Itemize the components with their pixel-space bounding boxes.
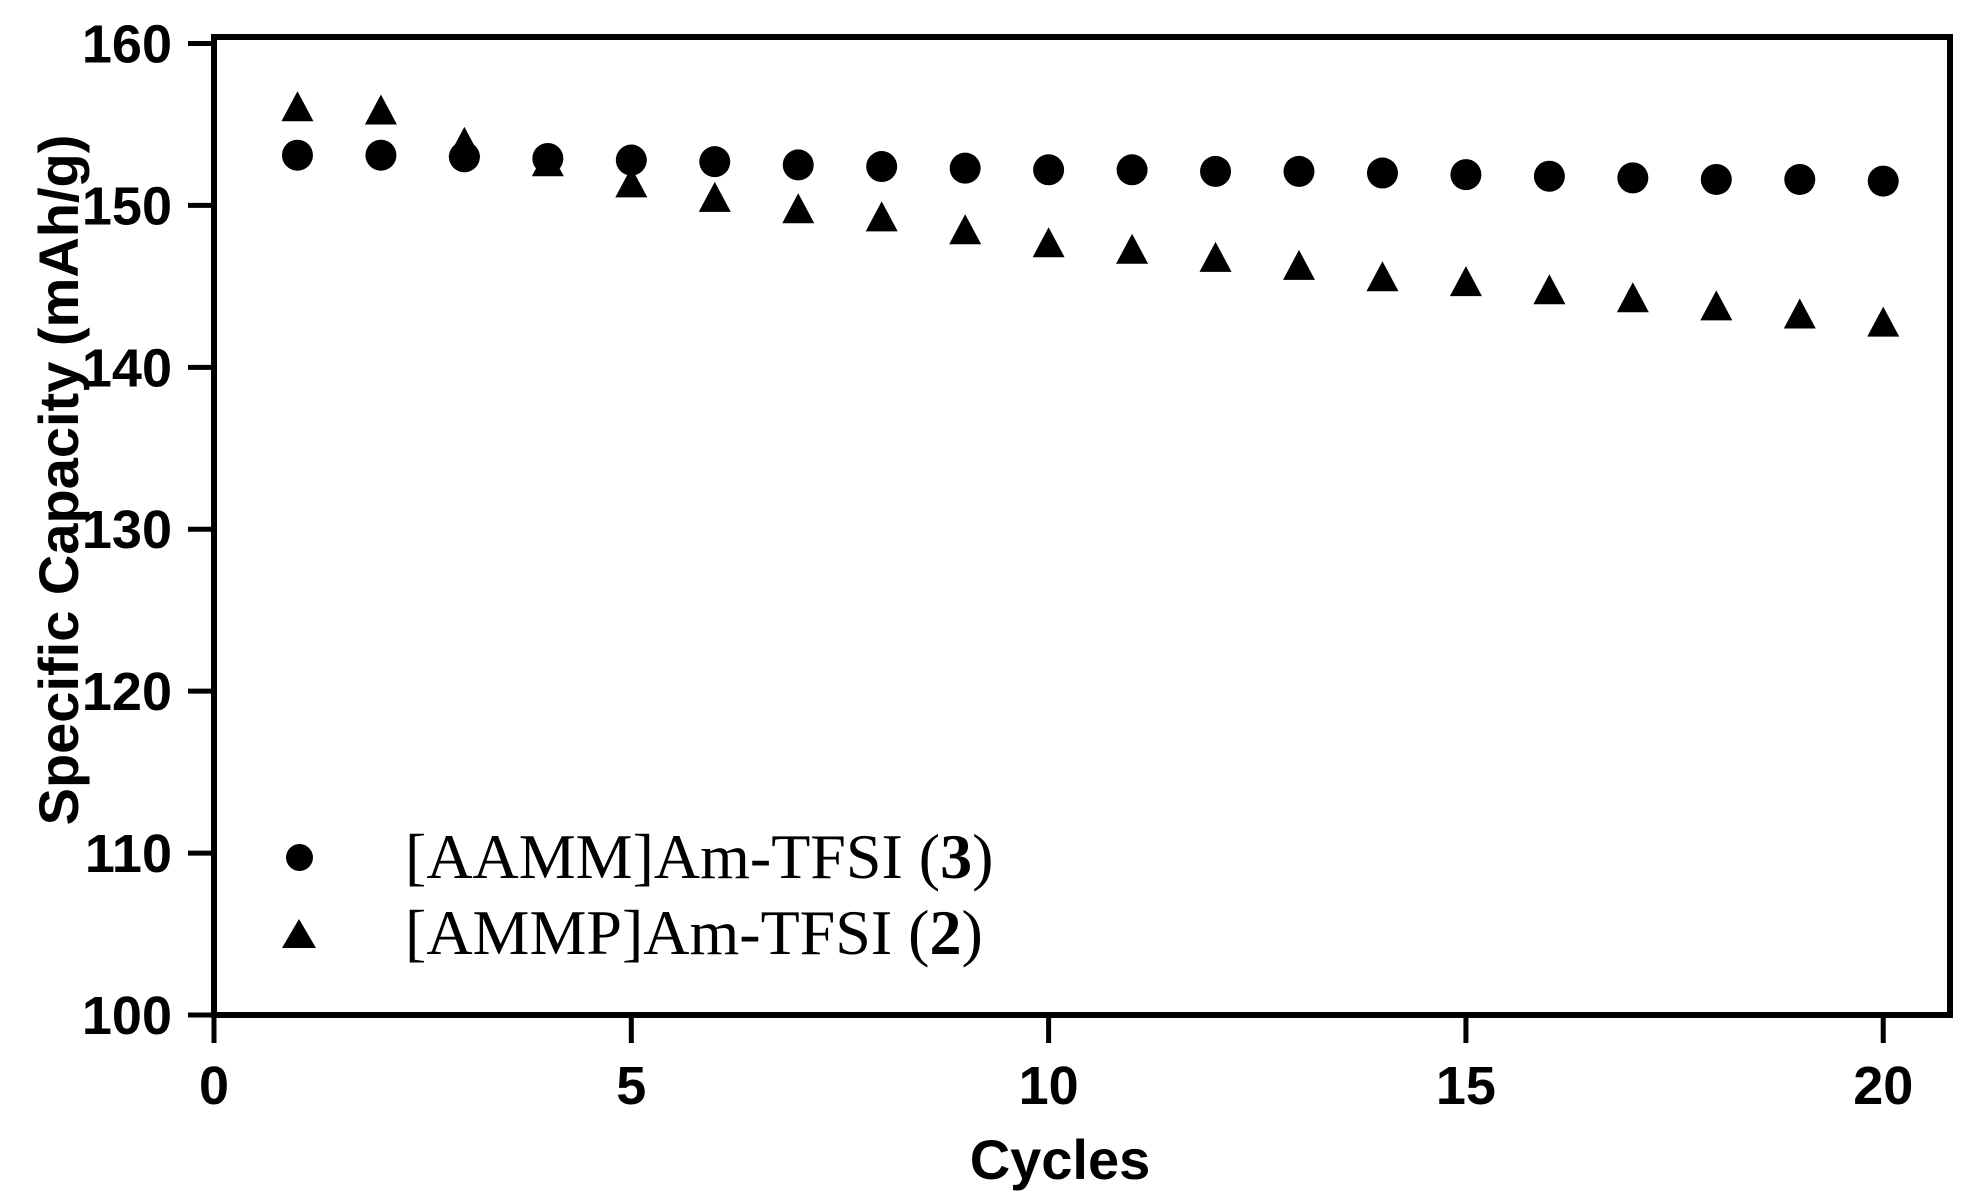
x-tick-label: 20 — [1853, 1056, 1913, 1116]
triangle-marker-icon — [282, 918, 316, 948]
data-point-circle — [1450, 159, 1482, 191]
y-axis-title: Specific Capacity (mAh/g) — [27, 135, 90, 826]
data-point-circle — [1533, 160, 1565, 192]
data-point-circle — [866, 151, 898, 183]
x-tick-label: 15 — [1436, 1056, 1496, 1116]
data-point-circle — [448, 141, 480, 173]
data-point-triangle — [1116, 233, 1149, 264]
legend-label-aamm: [AAMM]Am-TFSI (3) — [405, 820, 993, 894]
legend-marker-cell — [272, 843, 326, 871]
data-point-triangle — [1533, 274, 1566, 305]
data-point-circle — [782, 149, 814, 181]
data-point-circle — [1366, 157, 1398, 189]
data-point-circle — [1116, 154, 1148, 186]
data-point-triangle — [698, 181, 731, 212]
legend-label-bold-number: 3 — [940, 821, 973, 892]
legend-item-aamm: [AAMM]Am-TFSI (3) — [272, 819, 993, 895]
data-point-circle — [1283, 155, 1315, 187]
data-point-triangle — [1283, 249, 1315, 280]
data-point-circle — [281, 139, 313, 171]
legend-label-text: ) — [961, 897, 983, 968]
circle-marker-icon — [285, 843, 313, 871]
data-point-circle — [615, 144, 647, 176]
y-tick-label: 100 — [82, 986, 172, 1046]
x-axis-title: Cycles — [970, 1128, 1151, 1191]
data-point-circle — [1867, 165, 1899, 197]
x-tick-label: 5 — [616, 1056, 646, 1116]
legend-item-ammp: [AMMP]Am-TFSI (2) — [272, 895, 993, 971]
chart-legend: [AAMM]Am-TFSI (3) [AMMP]Am-TFSI (2) — [272, 819, 993, 971]
y-tick-label: 140 — [82, 338, 172, 398]
data-point-circle — [365, 139, 397, 171]
plot-frame — [211, 34, 1953, 1018]
data-point-triangle — [1867, 306, 1900, 337]
legend-marker-cell — [272, 918, 326, 948]
data-point-triangle — [615, 167, 648, 198]
legend-label-ammp: [AMMP]Am-TFSI (2) — [405, 896, 983, 970]
x-tick-label: 0 — [199, 1056, 229, 1116]
y-tick-label: 150 — [82, 176, 172, 236]
data-point-triangle — [1199, 241, 1232, 272]
data-point-circle — [699, 146, 731, 178]
data-point-triangle — [364, 94, 397, 125]
data-point-triangle — [949, 214, 982, 245]
data-point-circle — [949, 152, 981, 184]
y-tick-label: 120 — [82, 662, 172, 722]
data-point-triangle — [1449, 266, 1482, 297]
y-tick-label: 130 — [82, 500, 172, 560]
data-point-circle — [1617, 162, 1649, 194]
y-tick-label: 110 — [85, 824, 172, 884]
data-point-circle — [1784, 163, 1816, 195]
data-point-triangle — [1032, 227, 1065, 258]
legend-label-text: ) — [972, 821, 994, 892]
legend-label-text: [AMMP]Am-TFSI ( — [405, 897, 930, 968]
data-point-triangle — [281, 91, 314, 122]
legend-label-bold-number: 2 — [929, 897, 962, 968]
data-point-circle — [1200, 155, 1232, 187]
data-point-circle — [532, 142, 564, 174]
data-point-circle — [1033, 154, 1065, 186]
y-tick-label: 160 — [82, 14, 172, 74]
x-tick-label: 10 — [1019, 1056, 1079, 1116]
data-point-triangle — [1616, 282, 1649, 313]
legend-label-text: [AAMM]Am-TFSI ( — [405, 821, 941, 892]
data-point-circle — [1700, 163, 1732, 195]
data-point-triangle — [1783, 298, 1816, 329]
data-point-triangle — [1366, 261, 1399, 292]
data-point-triangle — [865, 201, 898, 232]
data-point-triangle — [1700, 290, 1733, 321]
data-point-triangle — [782, 193, 815, 224]
